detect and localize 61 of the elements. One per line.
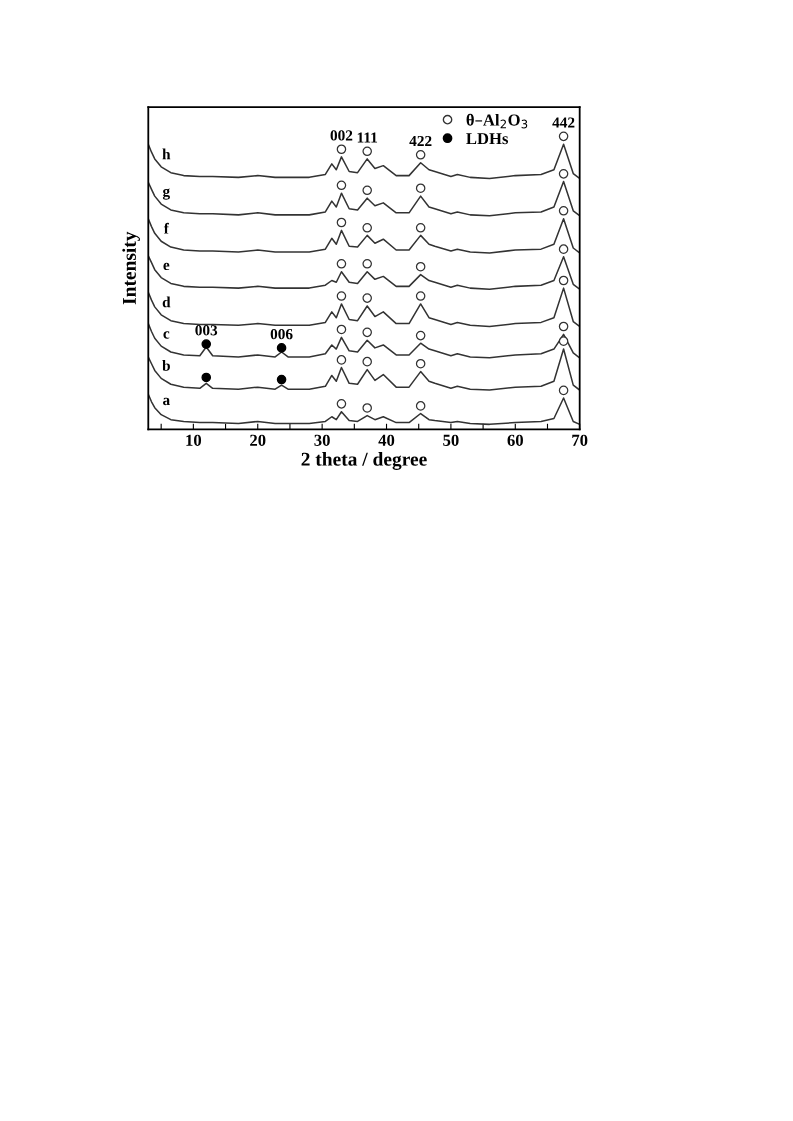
point [336, 144, 347, 155]
point [558, 321, 569, 332]
series-label: a [162, 397, 170, 406]
point [415, 150, 426, 160]
point [558, 169, 569, 179]
series-label: f [163, 222, 170, 234]
point [336, 291, 347, 301]
x-tick-label: 20 [250, 434, 266, 446]
point [362, 356, 372, 367]
point [201, 339, 212, 349]
point [415, 222, 426, 233]
point [415, 358, 426, 369]
annotation: 006 [270, 328, 293, 340]
annotation: 442 [552, 117, 575, 128]
point [362, 293, 372, 303]
series-label: e [163, 262, 170, 271]
point [336, 324, 347, 335]
annotation: 422 [409, 135, 432, 146]
point [362, 185, 372, 196]
point [415, 183, 426, 194]
point [336, 180, 347, 191]
point [362, 146, 372, 157]
point [558, 205, 569, 216]
point [336, 259, 347, 269]
y-axis-title: Intensity [122, 231, 140, 305]
point [336, 399, 347, 409]
point [336, 355, 347, 365]
point [415, 261, 426, 272]
x-tick-label: 10 [186, 434, 202, 446]
point [276, 343, 287, 353]
point [415, 401, 426, 411]
series-label: g [162, 188, 170, 200]
point [276, 374, 287, 385]
series-label: d [162, 296, 171, 308]
point [558, 131, 569, 142]
point [558, 336, 569, 346]
x-axis-title: 2 theta / degree [301, 452, 427, 470]
point [362, 327, 372, 338]
x-tick-label: 40 [378, 434, 395, 446]
point [415, 291, 426, 301]
series-label: b [162, 360, 170, 371]
x-tick-label: 30 [314, 434, 330, 446]
annotation: 003 [195, 325, 218, 336]
annotation: 002 [330, 130, 353, 141]
point [558, 244, 569, 254]
series-label: c [163, 331, 170, 339]
point [336, 217, 347, 228]
legend-label: θ–Al$_{2}$O$_{3}$ [466, 113, 528, 129]
point [201, 372, 212, 383]
x-tick-label: 60 [507, 434, 523, 446]
x-tick-label: 70 [572, 434, 588, 446]
point [558, 385, 569, 396]
x-tick-label: 50 [443, 434, 459, 446]
point [558, 275, 569, 286]
point [362, 222, 372, 233]
point [415, 330, 426, 341]
annotation: 111 [357, 132, 378, 143]
point [362, 403, 372, 413]
series-label: h [162, 148, 171, 160]
point [362, 259, 372, 269]
legend-label: LDHs [466, 133, 509, 145]
